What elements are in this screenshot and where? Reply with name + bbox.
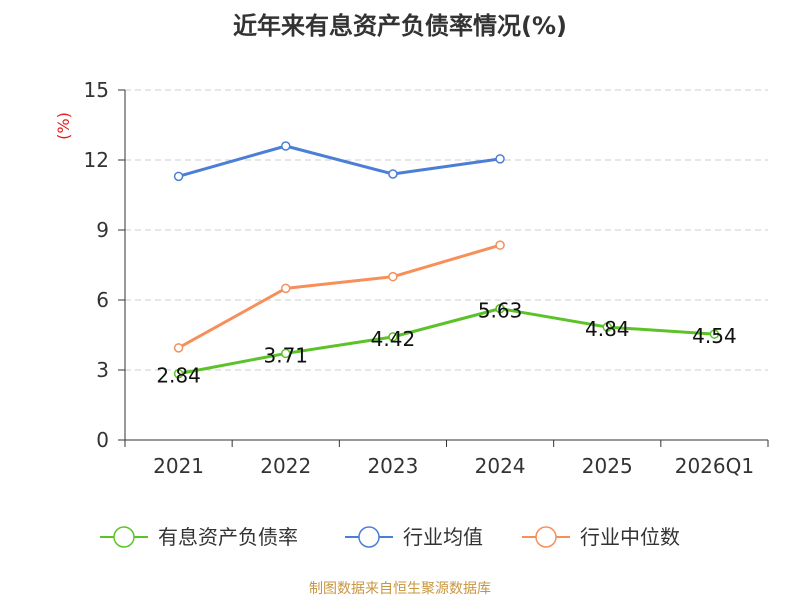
legend-label-2: 行业中位数 xyxy=(580,525,680,549)
data-label-2025: 4.84 xyxy=(585,317,630,341)
series-0-point-2024 xyxy=(495,303,505,314)
y-tick-label-3: 3 xyxy=(96,358,109,382)
legend-marker-0 xyxy=(113,526,135,548)
series-0-point-2025 xyxy=(602,322,612,332)
gridlines xyxy=(125,89,768,371)
series-1-point-2024 xyxy=(495,154,505,164)
x-tick-label-2021: 2021 xyxy=(153,454,204,478)
y-tick-label-0: 0 xyxy=(96,428,109,452)
x-tick-label-2023: 2023 xyxy=(367,454,418,478)
series-1-point-2022 xyxy=(281,141,291,151)
data-label-2026Q1: 4.54 xyxy=(692,324,737,348)
x-tick-label-2025: 2025 xyxy=(582,454,633,478)
chart-title: 近年来有息资产负债率情况(%) xyxy=(233,12,567,40)
series-1-point-2023 xyxy=(388,169,398,179)
x-tick-label-2022: 2022 xyxy=(260,454,311,478)
series-0-point-2021 xyxy=(173,368,184,379)
y-tick-label-9: 9 xyxy=(96,218,109,242)
data-label-2023: 4.42 xyxy=(371,327,416,351)
axes: 0 3 6 9 12 15 2021 2022 2023 2024 2025 2026Q1 xyxy=(84,78,769,478)
series-1-point-2021 xyxy=(173,171,184,182)
series-0-point-2026Q1 xyxy=(709,329,720,339)
source-note: 制图数据来自恒生聚源数据库 xyxy=(309,581,491,597)
series-0-point-2022 xyxy=(281,348,291,359)
series-line-0 xyxy=(177,307,716,376)
x-tick-label-2024: 2024 xyxy=(475,454,526,478)
series-line-1 xyxy=(177,144,502,178)
legend-marker-1 xyxy=(358,526,380,548)
series-2-point-2023 xyxy=(388,271,398,282)
legend: 有息资产负债率 行业均值 行业中位数 xyxy=(100,525,680,549)
series-0-point-2023 xyxy=(388,332,398,342)
series-2-point-2024 xyxy=(495,240,505,250)
series-line-2 xyxy=(177,243,502,350)
series-layer: 2.84 3.71 4.42 5.63 4.84 4.54 xyxy=(156,141,737,388)
series-2-point-2022 xyxy=(281,283,291,294)
series-2-point-2021 xyxy=(173,343,184,353)
data-label-2021: 2.84 xyxy=(156,364,201,388)
y-tick-label-15: 15 xyxy=(84,78,109,102)
data-label-2022: 3.71 xyxy=(263,343,308,367)
y-axis-label: (%) xyxy=(54,112,73,140)
data-label-2024: 5.63 xyxy=(478,299,523,323)
y-tick-label-6: 6 xyxy=(96,288,109,312)
y-tick-label-12: 12 xyxy=(84,148,109,172)
legend-label-1: 行业均值 xyxy=(403,525,483,549)
x-tick-label-2026Q1: 2026Q1 xyxy=(675,454,754,478)
legend-label-0: 有息资产负债率 xyxy=(158,525,298,549)
legend-marker-2 xyxy=(535,526,557,548)
